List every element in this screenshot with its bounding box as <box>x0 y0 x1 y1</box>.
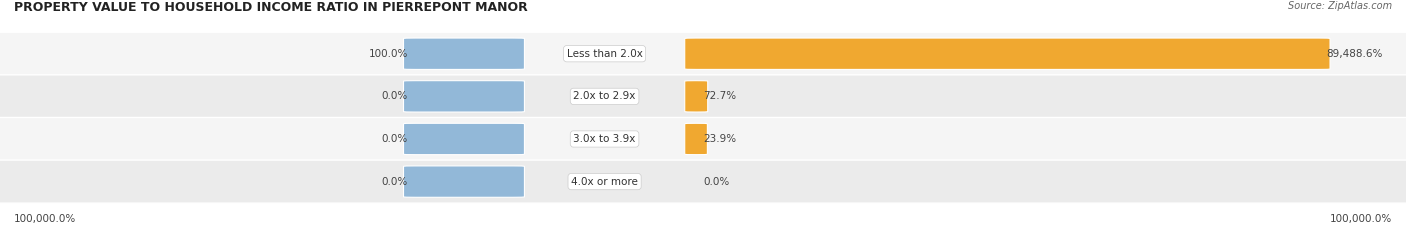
Text: Source: ZipAtlas.com: Source: ZipAtlas.com <box>1288 1 1392 11</box>
Text: 0.0%: 0.0% <box>703 177 730 187</box>
Text: Less than 2.0x: Less than 2.0x <box>567 49 643 59</box>
Text: 3.0x to 3.9x: 3.0x to 3.9x <box>574 134 636 144</box>
FancyBboxPatch shape <box>0 160 1406 203</box>
FancyBboxPatch shape <box>404 81 524 112</box>
Text: 4.0x or more: 4.0x or more <box>571 177 638 187</box>
FancyBboxPatch shape <box>404 166 524 197</box>
Text: 100,000.0%: 100,000.0% <box>1330 214 1392 224</box>
Text: 0.0%: 0.0% <box>381 177 408 187</box>
FancyBboxPatch shape <box>0 32 1406 75</box>
Legend: Without Mortgage, With Mortgage: Without Mortgage, With Mortgage <box>591 230 815 233</box>
Text: 100,000.0%: 100,000.0% <box>14 214 76 224</box>
Text: 0.0%: 0.0% <box>381 134 408 144</box>
FancyBboxPatch shape <box>685 38 1330 69</box>
Text: 0.0%: 0.0% <box>381 91 408 101</box>
Text: PROPERTY VALUE TO HOUSEHOLD INCOME RATIO IN PIERREPONT MANOR: PROPERTY VALUE TO HOUSEHOLD INCOME RATIO… <box>14 1 527 14</box>
FancyBboxPatch shape <box>685 81 707 112</box>
Text: 100.0%: 100.0% <box>368 49 408 59</box>
Text: 2.0x to 2.9x: 2.0x to 2.9x <box>574 91 636 101</box>
Text: 23.9%: 23.9% <box>703 134 737 144</box>
FancyBboxPatch shape <box>404 38 524 69</box>
FancyBboxPatch shape <box>0 75 1406 118</box>
FancyBboxPatch shape <box>685 123 707 155</box>
Text: 72.7%: 72.7% <box>703 91 737 101</box>
FancyBboxPatch shape <box>404 123 524 155</box>
Text: 89,488.6%: 89,488.6% <box>1326 49 1382 59</box>
FancyBboxPatch shape <box>0 117 1406 161</box>
